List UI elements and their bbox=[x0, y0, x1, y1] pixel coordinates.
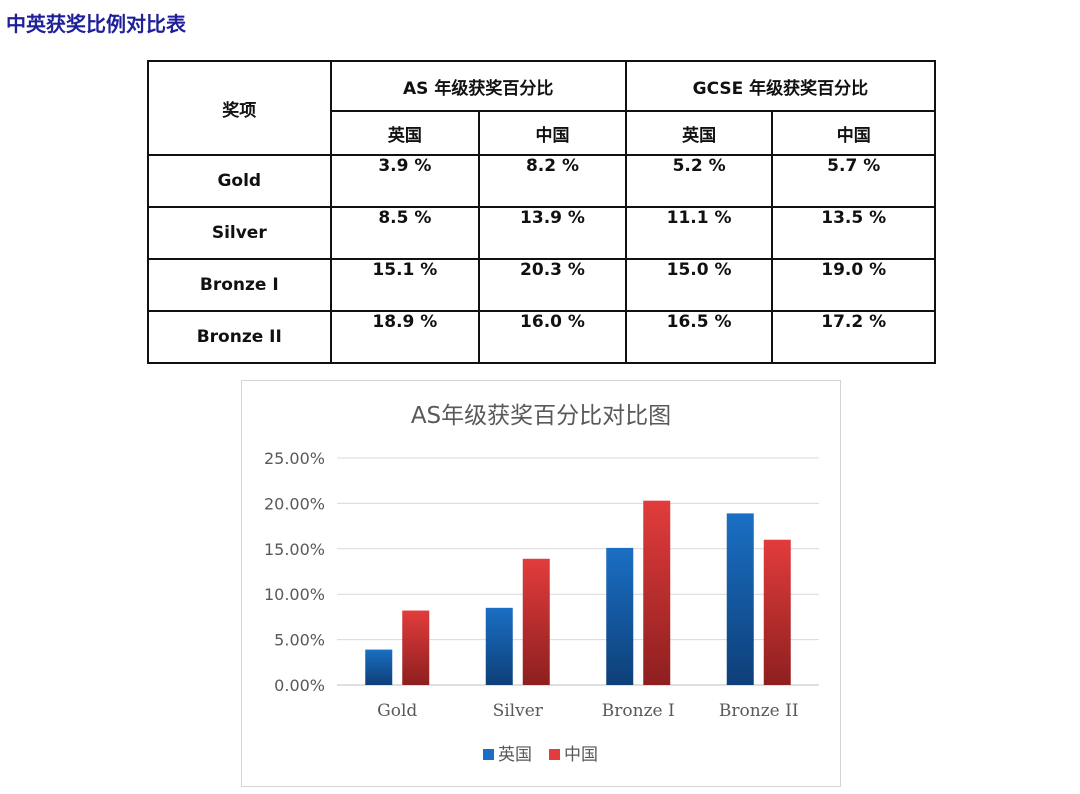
table-cell: 16.5 % bbox=[624, 310, 774, 364]
table-row: Gold 3.9 % 8.2 % 5.2 % 5.7 % bbox=[147, 154, 936, 208]
table-cell: 20.3 % bbox=[478, 258, 627, 312]
row-label: Gold bbox=[147, 154, 332, 208]
table-row: Bronze II 18.9 % 16.0 % 16.5 % 17.2 % bbox=[147, 310, 936, 364]
awards-table: 奖项 AS 年级获奖百分比 GCSE 年级获奖百分比 英国 中国 英国 中国 G… bbox=[147, 60, 937, 364]
page-title: 中英获奖比例对比表 bbox=[6, 12, 186, 36]
table-cell: 13.5 % bbox=[771, 206, 936, 260]
bar-bronze-ii-0 bbox=[726, 513, 754, 685]
table-cell: 15.1 % bbox=[329, 258, 481, 312]
table-cell: 19.0 % bbox=[771, 258, 936, 312]
country-header: 中国 bbox=[771, 110, 936, 156]
legend-swatch bbox=[483, 749, 494, 760]
y-tick-label: 0.00% bbox=[274, 676, 325, 695]
bar-bronze-i-0 bbox=[606, 547, 634, 685]
table-cell: 13.9 % bbox=[478, 206, 627, 260]
table-cell: 18.9 % bbox=[329, 310, 481, 364]
bar-silver-0 bbox=[485, 607, 513, 685]
table-cell: 17.2 % bbox=[771, 310, 936, 364]
x-tick-label: Bronze I bbox=[602, 701, 675, 721]
table-cell: 3.9 % bbox=[329, 154, 481, 208]
country-header: 英国 bbox=[329, 110, 481, 156]
award-header: 奖项 bbox=[147, 60, 332, 156]
gcse-group-header: GCSE 年级获奖百分比 bbox=[624, 60, 937, 112]
x-tick-label: Gold bbox=[377, 701, 417, 721]
legend-swatch bbox=[549, 749, 560, 760]
table-row: Silver 8.5 % 13.9 % 11.1 % 13.5 % bbox=[147, 206, 936, 260]
y-tick-label: 25.00% bbox=[264, 449, 325, 468]
y-tick-label: 15.00% bbox=[264, 540, 325, 559]
table-cell: 16.0 % bbox=[478, 310, 627, 364]
y-tick-label: 20.00% bbox=[264, 494, 325, 513]
table-cell: 11.1 % bbox=[624, 206, 774, 260]
bar-silver-1 bbox=[522, 558, 550, 685]
chart-svg: AS年级获奖百分比对比图 0.00% 5.00% 10.00% 15.00% 20.00%… bbox=[264, 403, 819, 765]
x-tick-label: Bronze II bbox=[719, 701, 799, 721]
chart-title: AS年级获奖百分比对比图 bbox=[411, 403, 671, 429]
table-cell: 5.2 % bbox=[624, 154, 774, 208]
x-tick-label: Silver bbox=[493, 701, 544, 721]
y-tick-label: 5.00% bbox=[274, 631, 325, 650]
row-label: Silver bbox=[147, 206, 332, 260]
table-cell: 8.5 % bbox=[329, 206, 481, 260]
y-tick-label: 10.00% bbox=[264, 585, 325, 604]
as-group-header: AS 年级获奖百分比 bbox=[329, 60, 627, 112]
table-cell: 5.7 % bbox=[771, 154, 936, 208]
table-cell: 15.0 % bbox=[624, 258, 774, 312]
bar-gold-0 bbox=[365, 649, 393, 685]
country-header: 英国 bbox=[624, 110, 774, 156]
legend-label: 英国 bbox=[498, 745, 532, 765]
table-cell: 8.2 % bbox=[478, 154, 627, 208]
bar-bronze-ii-1 bbox=[763, 539, 791, 685]
row-label: Bronze I bbox=[147, 258, 332, 312]
bar-chart: AS年级获奖百分比对比图 0.00% 5.00% 10.00% 15.00% 20.00%… bbox=[241, 380, 841, 787]
country-header: 中国 bbox=[478, 110, 627, 156]
table-row: Bronze I 15.1 % 20.3 % 15.0 % 19.0 % bbox=[147, 258, 936, 312]
bar-bronze-i-1 bbox=[643, 500, 671, 685]
row-label: Bronze II bbox=[147, 310, 332, 364]
legend-label: 中国 bbox=[564, 745, 598, 765]
bar-gold-1 bbox=[402, 610, 430, 685]
